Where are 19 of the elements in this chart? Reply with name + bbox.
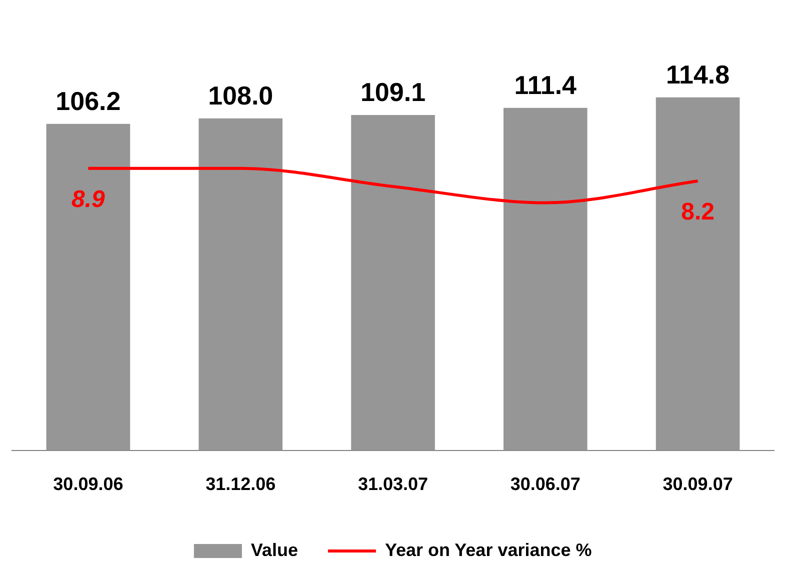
bar [503,108,588,450]
x-tick-label: 30.06.07 [510,474,580,494]
bar [198,118,283,450]
data-label: 111.4 [514,70,578,100]
x-tick-label: 30.09.06 [53,474,124,494]
data-label: 109.1 [360,77,426,108]
data-label: 8.2 [681,198,714,226]
data-label: 8.9 [72,186,106,213]
data-label: 108.0 [208,80,274,110]
legend-label: Year on Year variance % [384,540,592,560]
x-tick-label: 31.03.07 [358,474,428,494]
bar [351,114,435,450]
x-tick-label: 30.09.07 [662,474,733,494]
bar [656,97,740,450]
data-label: 106.2 [56,86,121,116]
bar [46,124,130,450]
data-label: 114.8 [666,60,730,90]
legend-label: Value [250,540,298,560]
x-tick-label: 31.12.06 [206,474,276,494]
